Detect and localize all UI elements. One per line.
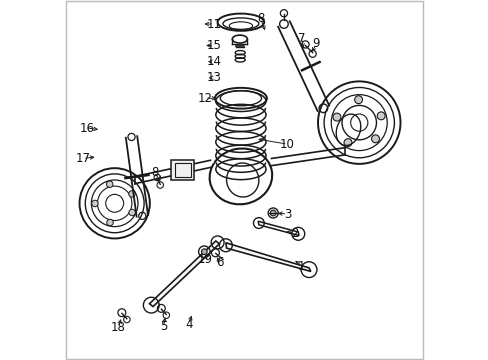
- Polygon shape: [225, 243, 310, 271]
- Text: 14: 14: [206, 55, 221, 68]
- Circle shape: [129, 209, 135, 216]
- Circle shape: [270, 210, 276, 216]
- Text: 4: 4: [185, 318, 192, 331]
- Circle shape: [371, 135, 379, 143]
- Text: 8: 8: [151, 166, 158, 179]
- Circle shape: [106, 219, 113, 226]
- Circle shape: [128, 191, 135, 197]
- Text: 19: 19: [197, 253, 212, 266]
- Text: 5: 5: [160, 320, 167, 333]
- Text: 8: 8: [256, 12, 264, 25]
- Circle shape: [354, 96, 362, 104]
- Text: 7: 7: [298, 32, 305, 45]
- Circle shape: [332, 113, 340, 121]
- Text: 3: 3: [283, 208, 291, 221]
- Circle shape: [376, 112, 385, 120]
- Polygon shape: [149, 241, 219, 307]
- Circle shape: [92, 200, 98, 207]
- Text: 17: 17: [76, 152, 90, 165]
- Text: 12: 12: [197, 92, 212, 105]
- Circle shape: [201, 249, 207, 255]
- Text: 6: 6: [215, 256, 223, 269]
- Text: 1: 1: [298, 260, 305, 273]
- Text: 16: 16: [79, 122, 94, 135]
- Text: 18: 18: [111, 321, 125, 334]
- Text: 2: 2: [290, 227, 298, 240]
- Text: 11: 11: [206, 18, 221, 31]
- Text: 15: 15: [206, 39, 221, 52]
- Polygon shape: [258, 221, 298, 235]
- Polygon shape: [171, 160, 194, 180]
- Text: 9: 9: [312, 37, 319, 50]
- Circle shape: [106, 181, 113, 188]
- Text: 10: 10: [280, 138, 294, 150]
- Circle shape: [344, 139, 351, 147]
- Text: 13: 13: [206, 71, 221, 84]
